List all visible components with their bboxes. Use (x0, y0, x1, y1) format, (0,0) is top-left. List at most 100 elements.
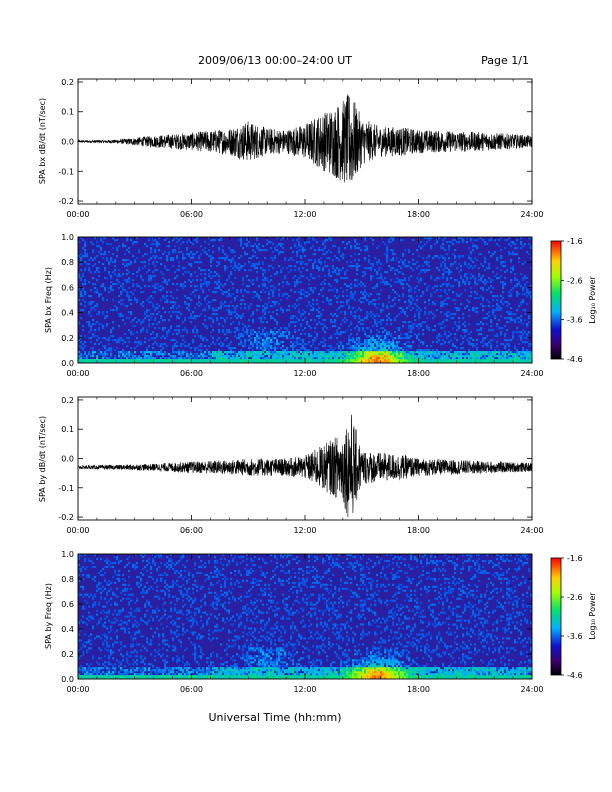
spectrogram-cell (476, 307, 479, 310)
spectrogram-cell (242, 299, 245, 302)
spectrogram-cell (452, 345, 455, 348)
spectrogram-cell (372, 339, 375, 342)
spectrogram-cell (530, 343, 533, 346)
y-tick-label: -0.2 (58, 513, 74, 522)
spectrogram-cell (478, 361, 481, 364)
spectrogram-cell (88, 611, 91, 614)
spectrogram-cell (252, 263, 255, 266)
spectrogram-cell (386, 261, 389, 264)
spectrogram-cell (480, 295, 483, 298)
spectrogram-cell (358, 349, 361, 352)
spectrogram-cell (226, 317, 229, 320)
spectrogram-cell (210, 353, 213, 356)
spectrogram-cell (226, 329, 229, 332)
spectrogram-cell (92, 597, 95, 600)
spectrogram-cell (88, 313, 91, 316)
spectrogram-cell (350, 333, 353, 336)
spectrogram-cell (144, 359, 147, 362)
spectrogram-cell (360, 297, 363, 300)
spectrogram-cell (476, 247, 479, 250)
spectrogram-cell (340, 331, 343, 334)
spectrogram-cell (80, 317, 83, 320)
spectrogram-cell (358, 351, 361, 354)
spectrogram-cell (262, 285, 265, 288)
spectrogram-cell (102, 297, 105, 300)
spectrogram-cell (362, 271, 365, 274)
spectrogram-cell (324, 355, 327, 358)
spectrogram-cell (238, 351, 241, 354)
spectrogram-cell (500, 359, 503, 362)
spectrogram-cell (364, 343, 367, 346)
spectrogram-cell (234, 265, 237, 268)
spectrogram-cell (84, 621, 87, 624)
spectrogram-cell (222, 359, 225, 362)
spectrogram-cell (458, 307, 461, 310)
spectrogram-cell (372, 359, 375, 362)
spectrogram-cell (364, 351, 367, 354)
spectrogram-cell (120, 275, 123, 278)
spectrogram-cell (98, 353, 101, 356)
spectrogram-cell (160, 337, 163, 340)
spectrogram-cell (120, 339, 123, 342)
spectrogram-cell (386, 249, 389, 252)
spectrogram-cell (320, 249, 323, 252)
spectrogram-cell (272, 361, 275, 364)
spectrogram-cell (524, 359, 527, 362)
spectrogram-cell (518, 281, 521, 284)
spectrogram-cell (192, 339, 195, 342)
spectrogram-cell (264, 249, 267, 252)
spectrogram-cell (474, 355, 477, 358)
spectrogram-cell (268, 361, 271, 364)
spectrogram-cell (454, 313, 457, 316)
spectrogram-cell (214, 351, 217, 354)
spectrogram-cell (308, 351, 311, 354)
spectrogram-cell (356, 353, 359, 356)
spectrogram-cell (330, 285, 333, 288)
spectrogram-cell (168, 311, 171, 314)
spectrogram-cell (522, 353, 525, 356)
spectrogram-cell (350, 339, 353, 342)
spectrogram-cell (276, 309, 279, 312)
spectrogram-cell (164, 239, 167, 242)
spectrogram-cell (498, 245, 501, 248)
spectrogram-cell (482, 305, 485, 308)
spectrogram-cell (200, 313, 203, 316)
spectrogram-cell (270, 345, 273, 348)
spectrogram-cell (378, 245, 381, 248)
spectrogram-cell (246, 243, 249, 246)
spectrogram-cell (444, 271, 447, 274)
spectrogram-cell (436, 277, 439, 280)
spectrogram-cell (508, 357, 511, 360)
spectrogram-cell (248, 361, 251, 364)
spectrogram-cell (470, 265, 473, 268)
spectrogram-cell (196, 361, 199, 364)
spectrogram-cell (78, 359, 81, 362)
spectrogram-cell (508, 303, 511, 306)
spectrogram-cell (276, 323, 279, 326)
spectrogram-cell (250, 315, 253, 318)
spectrogram-cell (226, 337, 229, 340)
spectrogram-cell (374, 319, 377, 322)
spectrogram-cell (110, 277, 113, 280)
spectrogram-cell (194, 325, 197, 328)
spectrogram-cell (446, 311, 449, 314)
spectrogram-cell (194, 327, 197, 330)
spectrogram-cell (302, 347, 305, 350)
spectrogram-cell (256, 263, 259, 266)
spectrogram-cell (418, 273, 421, 276)
spectrogram-cell (308, 325, 311, 328)
spectrogram-cell (340, 351, 343, 354)
spectrogram-cell (498, 351, 501, 354)
spectrogram-cell (396, 343, 399, 346)
spectrogram-cell (338, 271, 341, 274)
spectrogram-cell (306, 343, 309, 346)
spectrogram-cell (378, 315, 381, 318)
spectrogram-cell (406, 345, 409, 348)
spectrogram-cell (190, 257, 193, 260)
y-tick-label: 0.6 (61, 283, 74, 292)
spectrogram-cell (200, 279, 203, 282)
spectrogram-cell (418, 313, 421, 316)
spectrogram-cell (280, 351, 283, 354)
spectrogram-cell (380, 263, 383, 266)
spectrogram-cell (148, 359, 151, 362)
